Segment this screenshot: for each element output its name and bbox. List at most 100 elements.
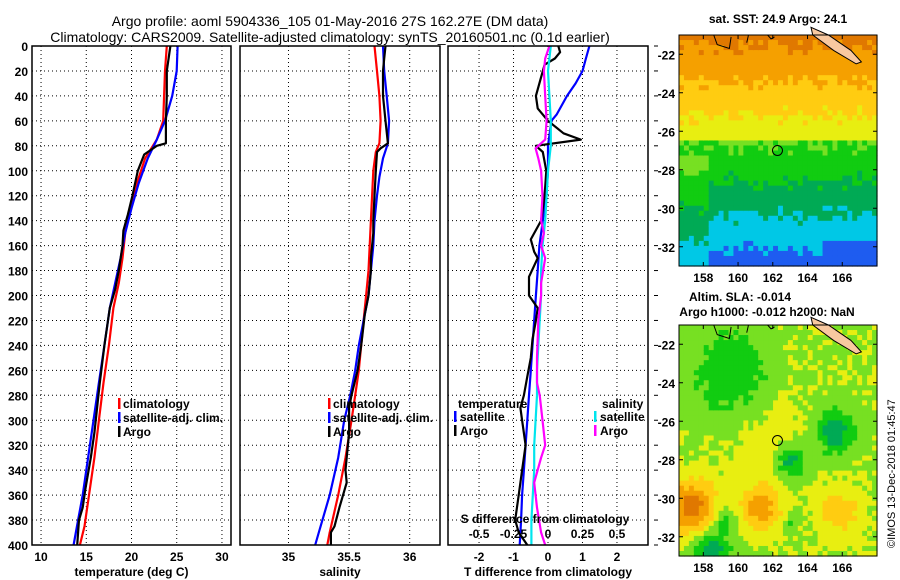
heatmap-cell bbox=[698, 260, 705, 267]
heatmap-cell bbox=[708, 250, 715, 257]
heatmap-cell bbox=[743, 190, 749, 197]
heatmap-cell bbox=[787, 170, 794, 177]
heatmap-cell bbox=[782, 420, 789, 427]
heatmap-cell bbox=[733, 120, 739, 126]
heatmap-cell bbox=[792, 225, 799, 232]
heatmap-cell bbox=[743, 105, 749, 111]
heatmap-cell bbox=[683, 95, 690, 101]
heatmap-cell bbox=[802, 95, 809, 101]
heatmap-cell bbox=[693, 485, 700, 492]
heatmap-cell bbox=[797, 140, 804, 147]
map-y-tick-label: -30 bbox=[658, 492, 676, 506]
heatmap-cell bbox=[688, 355, 695, 361]
heatmap-cell bbox=[693, 385, 700, 391]
heatmap-cell bbox=[698, 405, 705, 411]
heatmap-cell bbox=[708, 60, 715, 66]
heatmap-cell bbox=[768, 470, 774, 477]
heatmap-cell bbox=[723, 495, 730, 502]
heatmap-cell bbox=[698, 490, 705, 497]
heatmap-cell bbox=[802, 145, 809, 152]
heatmap-cell bbox=[827, 475, 834, 482]
heatmap-cell bbox=[782, 215, 789, 222]
heatmap-cell bbox=[763, 110, 769, 116]
heatmap-cell bbox=[683, 330, 690, 336]
heatmap-cell bbox=[773, 350, 779, 356]
heatmap-cell bbox=[792, 255, 799, 262]
heatmap-cell bbox=[812, 550, 819, 557]
heatmap-cell bbox=[837, 490, 843, 497]
heatmap-cell bbox=[768, 340, 774, 346]
heatmap-cell bbox=[822, 85, 829, 91]
heatmap-cell bbox=[753, 525, 759, 532]
heatmap-cell bbox=[862, 215, 868, 222]
heatmap-cell bbox=[679, 105, 685, 111]
heatmap-cell bbox=[837, 75, 843, 81]
heatmap-cell bbox=[753, 200, 759, 207]
heatmap-cell bbox=[708, 515, 715, 522]
heatmap-cell bbox=[703, 35, 710, 41]
heatmap-cell bbox=[733, 60, 739, 66]
heatmap-cell bbox=[753, 110, 759, 116]
heatmap-cell bbox=[698, 370, 705, 376]
heatmap-cell bbox=[683, 130, 690, 137]
heatmap-cell bbox=[758, 250, 764, 257]
heatmap-cell bbox=[802, 485, 809, 492]
heatmap-cell bbox=[827, 125, 834, 132]
heatmap-cell bbox=[857, 240, 863, 247]
heatmap-cell bbox=[797, 155, 804, 162]
heatmap-cell bbox=[802, 120, 809, 126]
heatmap-cell bbox=[842, 215, 848, 222]
heatmap-cell bbox=[743, 165, 749, 172]
heatmap-cell bbox=[847, 135, 853, 142]
heatmap-cell bbox=[778, 540, 784, 547]
heatmap-cell bbox=[748, 95, 754, 101]
heatmap-cell bbox=[738, 240, 744, 247]
heatmap-cell bbox=[708, 110, 715, 116]
heatmap-cell bbox=[768, 90, 774, 96]
heatmap-cell bbox=[773, 175, 779, 182]
heatmap-cell bbox=[857, 160, 863, 167]
heatmap-cell bbox=[768, 165, 774, 172]
heatmap-cell bbox=[778, 480, 784, 487]
heatmap-cell bbox=[807, 515, 814, 522]
heatmap-cell bbox=[683, 175, 690, 182]
heatmap-cell bbox=[743, 75, 749, 81]
heatmap-cell bbox=[768, 520, 774, 527]
heatmap-cell bbox=[807, 125, 814, 132]
heatmap-cell bbox=[718, 515, 725, 522]
heatmap-cell bbox=[837, 530, 843, 537]
heatmap-cell bbox=[817, 115, 824, 121]
heatmap-cell bbox=[748, 150, 754, 157]
heatmap-cell bbox=[688, 155, 695, 162]
heatmap-cell bbox=[758, 345, 764, 351]
heatmap-cell bbox=[822, 335, 829, 341]
heatmap-cell bbox=[822, 220, 829, 227]
heatmap-cell bbox=[857, 155, 863, 162]
heatmap-cell bbox=[778, 385, 784, 391]
heatmap-cell bbox=[763, 145, 769, 152]
heatmap-cell bbox=[693, 185, 700, 192]
heatmap-cell bbox=[703, 195, 710, 202]
heatmap-cell bbox=[832, 485, 838, 492]
heatmap-cell bbox=[703, 165, 710, 172]
heatmap-cell bbox=[723, 390, 730, 396]
heatmap-cell bbox=[708, 55, 715, 61]
heatmap-cell bbox=[698, 450, 705, 457]
heatmap-cell bbox=[748, 505, 754, 512]
heatmap-cell bbox=[817, 60, 824, 66]
heatmap-cell bbox=[758, 225, 764, 232]
heatmap-cell bbox=[832, 455, 838, 462]
heatmap-cell bbox=[733, 80, 739, 86]
heatmap-cell bbox=[832, 110, 838, 116]
heatmap-cell bbox=[802, 230, 809, 237]
heatmap-cell bbox=[787, 410, 794, 416]
heatmap-cell bbox=[698, 55, 705, 61]
heatmap-cell bbox=[738, 180, 744, 187]
map-x-tick-label: 162 bbox=[763, 561, 783, 575]
heatmap-cell bbox=[857, 380, 863, 386]
heatmap-cell bbox=[708, 80, 715, 86]
heatmap-cell bbox=[822, 455, 829, 462]
heatmap-cell bbox=[862, 465, 868, 472]
heatmap-cell bbox=[703, 385, 710, 391]
heatmap-cell bbox=[753, 60, 759, 66]
